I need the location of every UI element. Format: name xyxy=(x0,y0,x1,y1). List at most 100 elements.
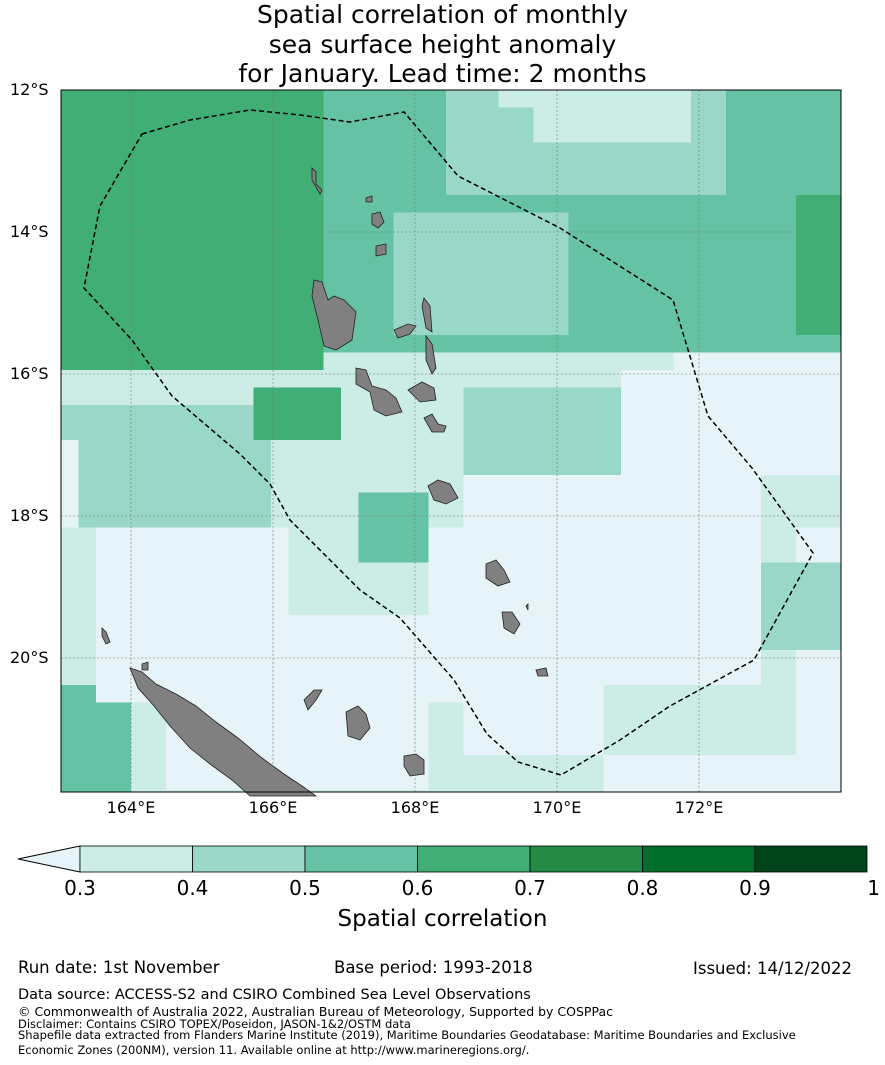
grid-cell xyxy=(481,405,499,423)
grid-cell xyxy=(603,247,622,266)
grid-cell xyxy=(796,667,814,686)
grid-cell xyxy=(708,142,727,161)
colorbar-bin-0.5-0.6 xyxy=(304,845,418,873)
grid-cell xyxy=(271,615,289,633)
grid-cell xyxy=(743,422,762,441)
grid-cell xyxy=(288,160,307,178)
grid-cell xyxy=(183,422,202,441)
grid-cell xyxy=(131,352,149,371)
grid-cell xyxy=(131,195,149,213)
grid-cell xyxy=(323,370,342,388)
grid-cell xyxy=(603,597,622,616)
grid-cell xyxy=(586,107,604,126)
grid-cell xyxy=(708,632,727,651)
grid-cell xyxy=(813,685,832,703)
grid-cell xyxy=(743,720,762,738)
grid-cell xyxy=(796,755,814,773)
grid-cell xyxy=(463,370,482,388)
grid-cell xyxy=(603,457,622,476)
grid-cell xyxy=(551,650,569,668)
grid-cell xyxy=(621,177,639,196)
grid-cell xyxy=(708,510,727,528)
grid-cell xyxy=(831,405,841,423)
grid-cell xyxy=(621,457,639,476)
grid-cell xyxy=(218,422,237,441)
grid-cell xyxy=(498,545,517,563)
grid-cell xyxy=(586,440,604,458)
grid-cell xyxy=(148,720,167,738)
grid-cell xyxy=(568,90,587,108)
grid-cell xyxy=(533,335,552,353)
grid-cell xyxy=(656,440,674,458)
grid-cell xyxy=(498,457,517,476)
grid-cell xyxy=(446,422,464,441)
data-source: Data source: ACCESS-S2 and CSIRO Combine… xyxy=(18,987,531,1003)
grid-cell xyxy=(166,90,184,108)
grid-cell xyxy=(288,720,307,738)
grid-cell xyxy=(621,212,639,231)
grid-cell xyxy=(463,475,482,493)
lat-label-20s: 20°S xyxy=(10,648,49,667)
grid-cell xyxy=(183,212,202,231)
grid-cell xyxy=(761,387,779,406)
grid-cell xyxy=(743,632,762,651)
grid-cell xyxy=(148,772,167,791)
grid-cell xyxy=(813,370,832,388)
grid-cell xyxy=(218,177,237,196)
grid-cell xyxy=(96,685,114,703)
grid-cell xyxy=(341,195,359,213)
grid-cell xyxy=(183,160,202,178)
grid-cell xyxy=(603,440,622,458)
grid-cell xyxy=(166,160,184,178)
grid-cell xyxy=(393,282,412,301)
grid-cell xyxy=(796,125,814,143)
grid-cell xyxy=(516,440,534,458)
grid-cell xyxy=(656,475,674,493)
grid-cell xyxy=(428,142,447,161)
grid-cell xyxy=(568,440,587,458)
grid-cell xyxy=(183,457,202,476)
grid-cell xyxy=(341,405,359,423)
islands xyxy=(101,167,549,797)
grid-cell xyxy=(376,107,394,126)
grid-cell xyxy=(271,632,289,651)
grid-cell xyxy=(568,142,587,161)
grid-cell xyxy=(218,790,237,792)
grid-cell xyxy=(778,422,797,441)
grid-cell xyxy=(201,177,219,196)
grid-cell xyxy=(323,387,342,406)
grid-cell xyxy=(533,247,552,266)
grid-cell xyxy=(236,457,254,476)
grid-cell xyxy=(306,527,324,546)
grid-cell xyxy=(428,702,447,721)
grid-cell xyxy=(691,457,709,476)
grid-cell xyxy=(726,265,744,283)
grid-cell xyxy=(621,107,639,126)
grid-cell xyxy=(271,562,289,581)
grid-cell xyxy=(761,790,779,792)
grid-cell xyxy=(708,282,727,301)
colorbar-bin-0.9-1 xyxy=(754,845,868,873)
grid-cell xyxy=(673,317,692,336)
grid-cell xyxy=(726,632,744,651)
grid-cell xyxy=(113,265,132,283)
grid-cell xyxy=(813,457,832,476)
grid-cell xyxy=(183,107,202,126)
grid-cell xyxy=(236,475,254,493)
grid-cell xyxy=(78,667,97,686)
grid-cell xyxy=(498,177,517,196)
grid-cell xyxy=(131,247,149,266)
grid-cell xyxy=(603,650,622,668)
grid-cell xyxy=(551,527,569,546)
grid-cell xyxy=(288,650,307,668)
grid-cell xyxy=(131,492,149,511)
grid-cell xyxy=(516,352,534,371)
island-tanna xyxy=(501,611,521,635)
grid-cell xyxy=(726,615,744,633)
grid-cell xyxy=(253,317,272,336)
grid-cell xyxy=(271,527,289,546)
grid-cell xyxy=(323,562,342,581)
grid-cell xyxy=(236,107,254,126)
grid-cell xyxy=(463,107,482,126)
grid-cell xyxy=(656,230,674,248)
